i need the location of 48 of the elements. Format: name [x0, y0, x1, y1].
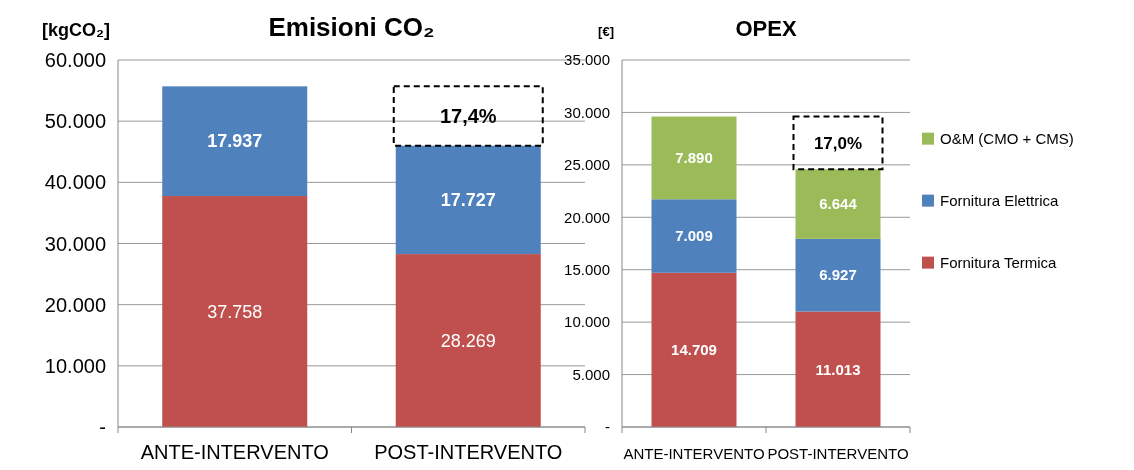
data-label: 7.890	[675, 149, 713, 167]
data-label: 14.709	[671, 341, 717, 359]
bar	[651, 272, 737, 427]
bar	[795, 169, 881, 239]
chart-title: OPEX	[735, 16, 797, 41]
bar	[162, 196, 308, 427]
y-tick-label: 10.000	[564, 313, 610, 331]
x-tick-label: POST-INTERVENTO	[374, 441, 563, 463]
x-tick-label: POST-INTERVENTO	[767, 445, 909, 462]
data-label: 17.937	[207, 131, 263, 152]
data-label: 6.644	[819, 195, 858, 213]
data-label: 6.927	[819, 266, 857, 284]
y-tick-label: 40.000	[44, 171, 106, 194]
y-tick-label: 60.000	[44, 49, 106, 71]
y-tick-label: 5.000	[572, 365, 610, 383]
data-label: 28.269	[440, 330, 496, 351]
data-label: 7.009	[675, 227, 713, 245]
y-tick-label: 20.000	[44, 293, 106, 316]
annotation: 17,4%	[439, 105, 497, 127]
annotation: 17,0%	[813, 133, 863, 153]
data-label: 37.758	[207, 301, 263, 322]
data-label: 11.013	[815, 360, 861, 378]
bar	[651, 199, 737, 273]
y-tick-label: 15.000	[564, 260, 610, 278]
y-tick-label: 25.000	[564, 156, 610, 174]
x-tick-label: ANTE-INTERVENTO	[623, 445, 765, 462]
bar	[795, 311, 881, 427]
y-tick-label: -	[605, 418, 610, 436]
data-label: 17.727	[440, 190, 496, 211]
bar	[395, 145, 541, 255]
y-tick-label: 30.000	[44, 232, 106, 255]
bar	[395, 254, 541, 427]
y-tick-label: 20.000	[564, 208, 610, 226]
y-tick-label: 50.000	[44, 110, 106, 133]
legend-label: Fornitura Elettrica	[940, 191, 1060, 209]
y-tick-label: 10.000	[44, 354, 106, 377]
bar	[795, 238, 881, 312]
legend-label: O&M (CMO + CMS)	[940, 129, 1074, 147]
y-tick-label: 35.000	[564, 51, 610, 69]
y-tick-label: -	[99, 416, 106, 438]
y-tick-label: 30.000	[564, 103, 610, 121]
bar	[651, 116, 737, 200]
y-axis-title: [€]	[598, 24, 614, 39]
x-tick-label: ANTE-INTERVENTO	[140, 441, 329, 463]
legend-label: Fornitura Termica	[940, 253, 1058, 271]
y-axis-title: [kgCO₂]	[42, 20, 110, 40]
chart-title: Emisioni CO₂	[268, 12, 435, 42]
bar	[162, 86, 308, 197]
